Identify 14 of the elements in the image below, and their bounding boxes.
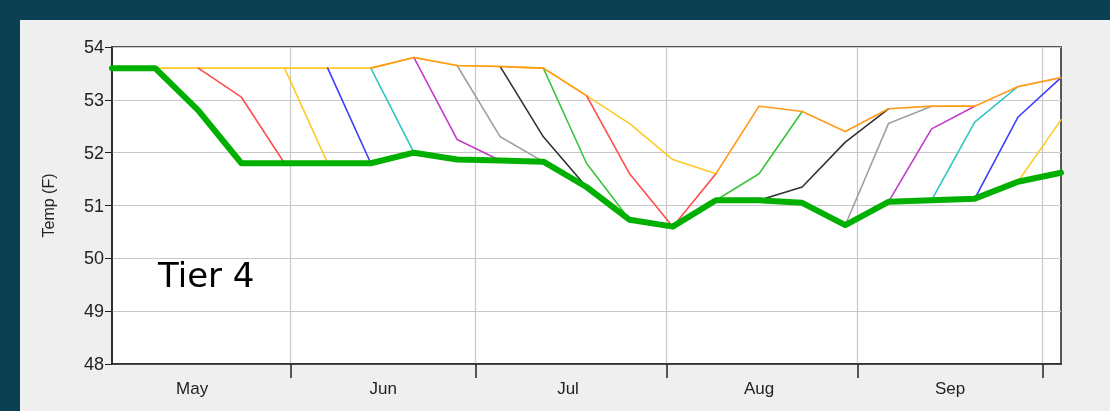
x-tick-label: Sep xyxy=(934,379,966,398)
y-tick-label: 53 xyxy=(83,89,104,110)
y-tick-label: 52 xyxy=(83,142,104,163)
y-tick-label: 48 xyxy=(83,354,104,374)
y-tick-label: 51 xyxy=(83,195,104,216)
x-tick-label: May xyxy=(176,379,209,398)
annotation: Tier 4 xyxy=(158,255,255,295)
x-tick-label: Jul xyxy=(557,379,579,398)
y-tick-label: 49 xyxy=(83,301,104,322)
y-axis-title: Temp (F) xyxy=(39,173,57,238)
y-tick-label: 50 xyxy=(83,248,104,269)
y-tick-label: 54 xyxy=(83,37,104,57)
x-tick-label: Aug xyxy=(743,379,775,398)
x-tick-label: Jun xyxy=(369,379,397,398)
